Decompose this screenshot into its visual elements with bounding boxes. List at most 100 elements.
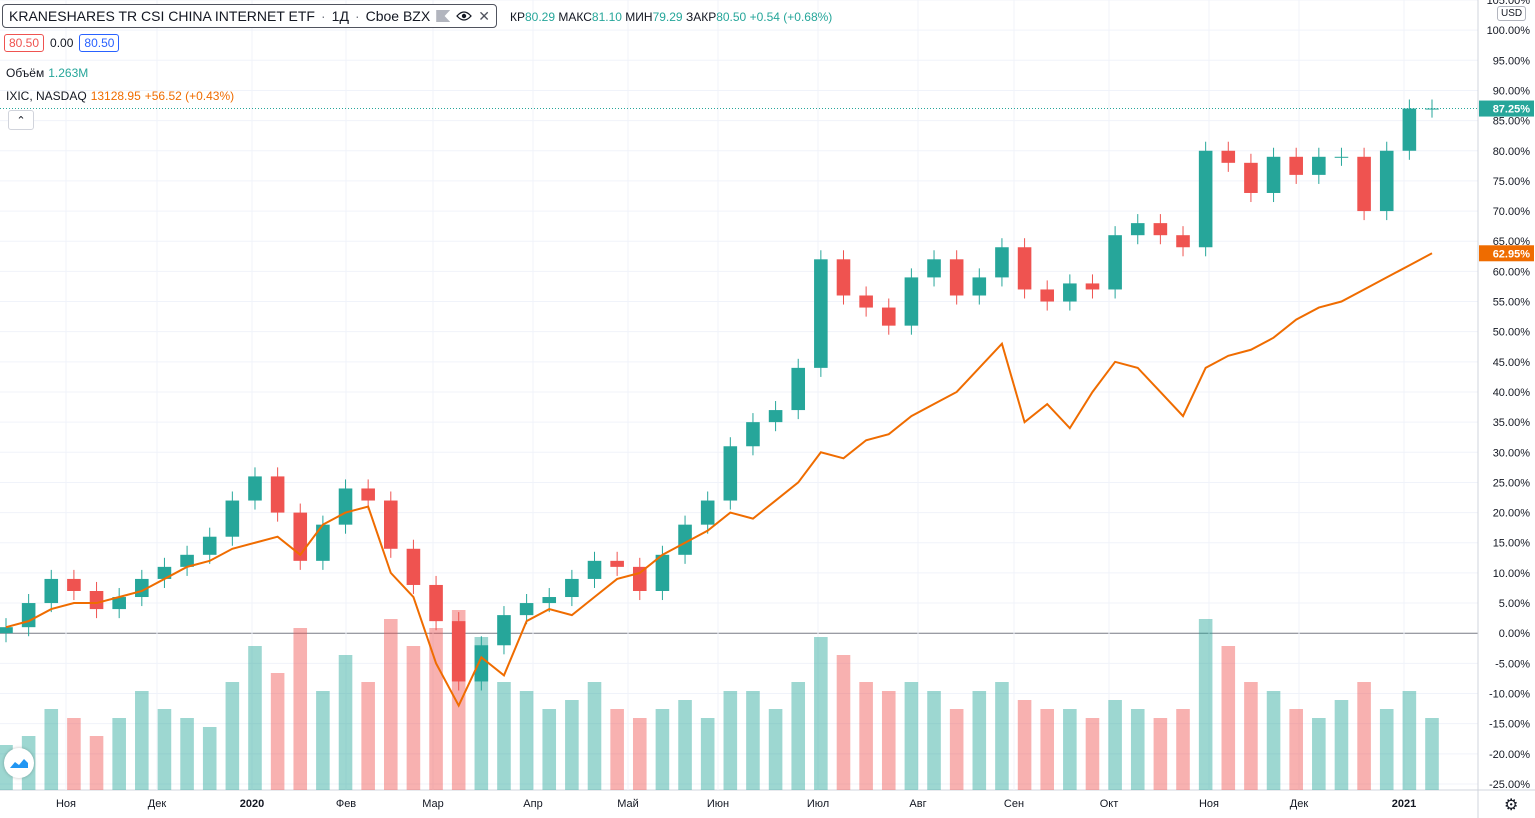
candle-body — [1357, 156, 1371, 212]
currency-badge[interactable]: USD — [1497, 6, 1527, 21]
y-tick-label: 55.00% — [1493, 297, 1531, 309]
volume-bar — [565, 700, 579, 790]
eye-icon[interactable] — [456, 10, 473, 22]
main-last-label-bg — [1479, 100, 1534, 117]
volume-bar — [1153, 718, 1168, 790]
volume-bar — [89, 736, 104, 790]
change-value: +0.54 (+0.68%) — [749, 10, 833, 24]
candlestick-series — [0, 99, 1439, 691]
volume-bar — [927, 691, 941, 790]
x-tick-label: Окт — [1100, 798, 1119, 810]
volume-bar — [1266, 691, 1281, 790]
y-tick-label: 80.00% — [1493, 146, 1531, 158]
volume-bar — [1017, 700, 1032, 790]
candle-body — [1130, 223, 1145, 236]
y-tick-label: -10.00% — [1489, 689, 1530, 701]
candle-body — [451, 621, 466, 682]
candle-body — [497, 615, 511, 646]
y-tick-label: 65.00% — [1493, 236, 1531, 248]
candle-body — [225, 500, 240, 537]
volume-bar — [202, 727, 217, 790]
candle-body — [814, 259, 828, 368]
candle-body — [1040, 289, 1054, 302]
candle-body — [1379, 150, 1394, 212]
volume-bar — [678, 700, 692, 790]
candle-body — [1063, 283, 1077, 302]
volume-bar — [1063, 709, 1077, 790]
compare-series — [5, 252, 1433, 708]
compare-symbol: IXIC, NASDAQ — [6, 89, 87, 103]
spread-value: 0.00 — [50, 36, 74, 50]
y-tick-label: 100.00% — [1487, 25, 1531, 37]
candle-body — [587, 560, 602, 579]
candle-body — [995, 247, 1009, 278]
candle-body — [1312, 156, 1326, 175]
y-tick-label: 5.00% — [1499, 598, 1530, 610]
candle-body — [112, 597, 126, 610]
volume-bar — [768, 709, 783, 790]
gear-icon[interactable]: ⚙ — [1504, 797, 1519, 814]
compare-legend: IXIC, NASDAQ 13128.95 +56.52 (+0.43%) — [6, 89, 234, 103]
y-tick-label: 45.00% — [1493, 357, 1531, 369]
time-axis[interactable]: Ноя Дек 2020 Фев Мар Апр Май Июн Июл Авг Сен Окт Ноя… — [56, 798, 1416, 810]
candle-body — [0, 627, 13, 634]
candle-body — [655, 554, 670, 591]
tradingview-logo-icon[interactable] — [4, 748, 34, 778]
price-axis[interactable]: 105.00% 100.00% 95.00% 90.00% 85.00% 80.00% 75… — [1477, 0, 1531, 818]
volume-value: 1.263M — [48, 66, 89, 80]
volume-legend: Объём 1.263M — [6, 66, 88, 80]
candle-body — [1402, 108, 1417, 151]
volume-bar — [157, 709, 172, 790]
volume-bar — [859, 682, 873, 790]
volume-bar — [248, 646, 262, 790]
close-value: 80.50 — [716, 10, 747, 24]
volume-bar — [1312, 718, 1326, 790]
volume-bar — [180, 718, 194, 790]
x-tick-label: Дек — [148, 798, 167, 810]
x-tick-label: Сен — [1004, 798, 1024, 810]
candle-body — [361, 488, 375, 501]
interval-label[interactable]: 1Д — [331, 8, 349, 24]
volume-bar — [384, 619, 398, 790]
candle-body — [44, 578, 59, 604]
open-label: КР — [510, 10, 525, 24]
symbol-title-box[interactable]: KRANESHARES TR CSI CHINA INTERNET ETF · … — [2, 4, 497, 28]
candle-body — [338, 488, 353, 525]
candle-body — [859, 295, 873, 308]
volume-bar — [904, 682, 919, 790]
candle-body — [248, 476, 262, 501]
candle-body — [723, 446, 738, 501]
volume-label: Объём — [6, 66, 45, 80]
candle-body — [1266, 156, 1281, 193]
y-tick-label: 10.00% — [1493, 568, 1531, 580]
candle-body — [157, 566, 172, 579]
y-tick-label: 0.00% — [1499, 628, 1530, 640]
flag-icon[interactable] — [436, 10, 451, 22]
volume-bar — [1244, 682, 1258, 790]
ask-price[interactable]: 80.50 — [79, 34, 120, 52]
y-tick-label: 35.00% — [1493, 417, 1531, 429]
volume-bar — [1176, 709, 1190, 790]
title-separator: · — [320, 8, 326, 24]
volume-bar — [135, 691, 149, 790]
ohlc-legend: КР80.29 МАКС81.10 МИН79.29 ЗАКР80.50 +0.… — [510, 10, 832, 24]
candle-body — [1334, 156, 1349, 158]
candle-body — [474, 645, 489, 682]
candle-body — [791, 367, 806, 411]
candle-body — [1289, 156, 1303, 175]
y-tick-label: 15.00% — [1493, 538, 1531, 550]
candle-body — [1153, 223, 1168, 236]
volume-bar — [338, 655, 353, 790]
volume-bar — [316, 691, 330, 790]
volume-bar — [1040, 709, 1054, 790]
x-tick-label: Фев — [336, 798, 356, 810]
low-value: 79.29 — [652, 10, 683, 24]
close-icon[interactable]: ✕ — [478, 7, 490, 24]
candle-body — [746, 422, 760, 447]
y-tick-label: 60.00% — [1493, 266, 1531, 278]
bid-price[interactable]: 80.50 — [4, 34, 45, 52]
chevron-up-icon[interactable]: ⌃ — [8, 110, 34, 130]
x-tick-label: Май — [617, 798, 639, 810]
y-tick-label: 70.00% — [1493, 206, 1531, 218]
